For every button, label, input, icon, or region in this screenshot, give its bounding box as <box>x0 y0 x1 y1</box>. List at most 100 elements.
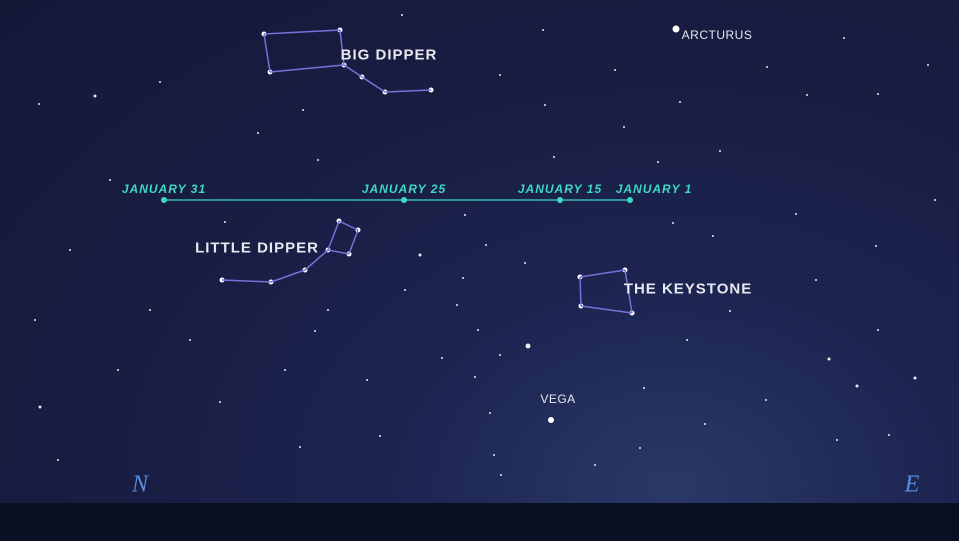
background-star <box>314 330 316 332</box>
background-star <box>765 399 767 401</box>
background-star <box>679 101 681 103</box>
background-star <box>927 64 929 66</box>
timeline-dot <box>627 197 633 203</box>
background-star <box>639 447 641 449</box>
horizon <box>0 503 959 541</box>
constellation-star <box>579 304 584 309</box>
constellation-line <box>264 34 270 72</box>
timeline-dot <box>161 197 167 203</box>
background-star <box>379 435 381 437</box>
background-star <box>544 104 546 106</box>
background-star <box>117 369 119 371</box>
background-star <box>94 95 97 98</box>
background-star <box>327 309 329 311</box>
timeline-date-label: JANUARY 31 <box>122 182 206 196</box>
background-star <box>224 221 226 223</box>
constellation-line <box>264 30 340 34</box>
background-star <box>462 277 464 279</box>
timeline-date-label: JANUARY 15 <box>518 182 602 196</box>
background-star <box>500 474 502 476</box>
background-star <box>672 222 674 224</box>
constellation-label: LITTLE DIPPER <box>195 240 319 257</box>
background-star <box>643 387 645 389</box>
background-star <box>934 199 936 201</box>
background-star <box>836 439 838 441</box>
timeline-dot <box>557 197 563 203</box>
constellation-star <box>623 268 628 273</box>
constellation-star <box>269 280 274 285</box>
constellation-line <box>328 221 339 250</box>
background-star <box>875 245 877 247</box>
background-star <box>302 109 304 111</box>
constellation-star <box>360 75 365 80</box>
background-star <box>499 354 501 356</box>
background-star <box>657 161 659 163</box>
constellation-star <box>578 275 583 280</box>
constellation-line <box>385 90 431 92</box>
background-star <box>109 179 111 181</box>
background-star <box>524 262 526 264</box>
background-star <box>815 279 817 281</box>
background-star <box>485 244 487 246</box>
constellation-label: BIG DIPPER <box>341 47 438 64</box>
background-star <box>623 126 625 128</box>
background-star <box>526 344 531 349</box>
background-star <box>257 132 259 134</box>
constellation-star <box>347 252 352 257</box>
constellation-star <box>383 90 388 95</box>
background-star <box>594 464 596 466</box>
constellation-star <box>337 219 342 224</box>
background-star <box>159 81 161 83</box>
background-star <box>474 376 476 378</box>
constellation-star <box>338 28 343 33</box>
background-star <box>489 412 491 414</box>
background-star <box>704 423 706 425</box>
background-star <box>828 358 831 361</box>
background-star <box>493 454 495 456</box>
background-star <box>57 459 59 461</box>
constellation-star <box>630 311 635 316</box>
background-star <box>914 377 917 380</box>
background-star <box>766 66 768 68</box>
constellation-star <box>356 228 361 233</box>
constellation-star <box>262 32 267 37</box>
background-star <box>806 94 808 96</box>
timeline-date-label: JANUARY 25 <box>362 182 446 196</box>
background-star <box>888 434 890 436</box>
constellation-line <box>580 277 581 306</box>
background-star <box>34 319 36 321</box>
constellation-overlay <box>0 0 959 541</box>
constellation-star <box>268 70 273 75</box>
background-star <box>712 235 714 237</box>
constellation-star <box>326 248 331 253</box>
background-star <box>856 385 859 388</box>
background-star <box>843 37 845 39</box>
background-star <box>38 103 40 105</box>
constellation-line <box>581 306 632 313</box>
constellation-star <box>429 88 434 93</box>
constellation-label: THE KEYSTONE <box>624 281 752 298</box>
background-star <box>219 401 221 403</box>
constellation-line <box>362 77 385 92</box>
background-star <box>419 254 422 257</box>
background-star <box>189 339 191 341</box>
background-star <box>299 446 301 448</box>
background-star <box>456 304 458 306</box>
background-star <box>614 69 616 71</box>
named-star-label: ARCTURUS <box>682 28 753 42</box>
constellation-line <box>271 270 305 282</box>
background-star <box>553 156 555 158</box>
background-star <box>729 310 731 312</box>
background-star <box>795 213 797 215</box>
timeline-dot <box>401 197 407 203</box>
sky-chart: BIG DIPPER LITTLE DIPPER THE KEYSTONE JANUA… <box>0 0 959 541</box>
background-star <box>149 309 151 311</box>
named-star <box>548 417 554 423</box>
background-star <box>317 159 319 161</box>
constellation-star <box>303 268 308 273</box>
constellation-line <box>349 230 358 254</box>
background-star <box>686 339 688 341</box>
background-star <box>284 369 286 371</box>
background-star <box>542 29 544 31</box>
background-star <box>499 74 501 76</box>
